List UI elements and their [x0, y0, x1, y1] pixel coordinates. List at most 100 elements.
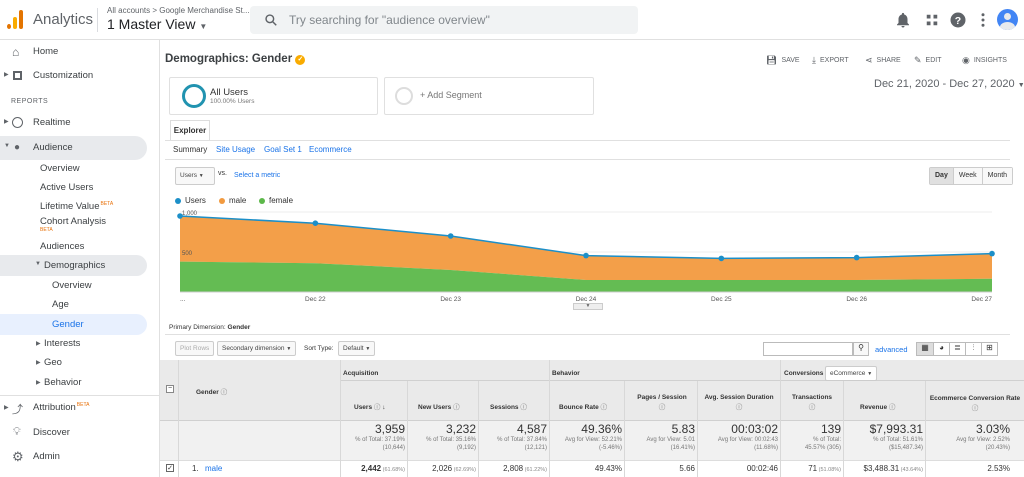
expand-arrow-icon: ▶	[4, 405, 9, 411]
sidebar-item-label: Realtime	[33, 117, 71, 128]
subtab-summary[interactable]: Summary	[173, 145, 208, 154]
header-transactions[interactable]: Transactions ⓘ	[787, 394, 837, 411]
header-users[interactable]: Users ⓘ ↓	[354, 401, 385, 411]
add-segment-button[interactable]: + Add Segment	[384, 77, 594, 115]
lightbulb-icon: 💡︎	[13, 426, 21, 438]
sidebar-item-customization[interactable]: ▶ Customization	[0, 65, 160, 87]
week-button[interactable]: Week	[952, 168, 982, 184]
sidebar-item-audience-overview[interactable]: Overview	[0, 158, 150, 180]
sidebar-item-audiences[interactable]: Audiences	[0, 236, 150, 258]
header-avg-session-duration[interactable]: Avg. Session Duration ⓘ	[702, 394, 776, 411]
sidebar-item-label: Home	[33, 46, 59, 57]
sidebar-item-admin[interactable]: ⚙ Admin	[0, 446, 160, 468]
page-title: Demographics: Gender ✓	[165, 53, 306, 65]
header-sessions[interactable]: Sessions ⓘ	[490, 401, 527, 411]
day-button[interactable]: Day	[930, 168, 953, 184]
sidebar-item-discover[interactable]: 💡︎ Discover	[0, 422, 160, 444]
select-metric-link[interactable]: Select a metric	[234, 172, 281, 179]
sidebar-item-active-users[interactable]: Active Users	[0, 177, 150, 199]
comparison-view-icon[interactable]: ⫶	[965, 343, 981, 355]
sidebar-item-lifetime-value[interactable]: Lifetime ValueBETA	[0, 196, 150, 218]
header-revenue[interactable]: Revenue ⓘ	[860, 401, 895, 411]
sidebar-item-gender[interactable]: Gender	[0, 314, 147, 335]
table-search-icon[interactable]: ⚲	[853, 342, 869, 356]
sidebar-item-geo[interactable]: ▶ Geo	[0, 352, 150, 374]
insights-button[interactable]: ◉ INSIGHTS	[962, 55, 1007, 66]
view-selector[interactable]: 1 Master View ▼	[107, 16, 207, 32]
save-button[interactable]: 💾︎ SAVE	[766, 55, 800, 66]
home-icon: ⌂	[12, 45, 20, 59]
sidebar-item-cohort-analysis[interactable]: Cohort Analysis BETA	[0, 213, 150, 237]
collapse-arrow-icon: ▼	[4, 143, 10, 149]
header-bounce-rate[interactable]: Bounce Rate ⓘ	[559, 401, 607, 411]
primary-dimension: Primary Dimension: Gender	[169, 324, 250, 331]
pie-view-icon[interactable]: ◕	[933, 343, 949, 355]
row-checkbox[interactable]: ✓	[166, 464, 174, 472]
sidebar-item-label: Interests	[44, 338, 81, 349]
expand-arrow-icon: ▶	[36, 380, 41, 386]
sidebar-item-demographics-overview[interactable]: Overview	[0, 275, 150, 297]
date-range-picker[interactable]: Dec 21, 2020 - Dec 27, 2020 ▼	[874, 78, 1024, 90]
export-button[interactable]: ⤓ EXPORT	[812, 55, 849, 66]
edit-button[interactable]: ✎ EDIT	[914, 55, 942, 66]
header-ecommerce-conversion-rate[interactable]: Ecommerce Conversion Rate ⓘ	[928, 394, 1022, 414]
header-new-users[interactable]: New Users ⓘ	[418, 401, 460, 411]
sidebar-item-audience[interactable]: ▼ ● Audience	[0, 136, 147, 160]
total-subtext: ($15,487.34)	[888, 445, 923, 451]
table-search-input[interactable]	[763, 342, 853, 356]
tab-explorer[interactable]: Explorer	[170, 120, 210, 140]
secondary-dimension-select[interactable]: Secondary dimension ▼	[217, 341, 297, 356]
chart-resize-handle[interactable]: ▼	[573, 303, 603, 310]
advanced-filter-link[interactable]: advanced	[875, 345, 908, 354]
sidebar-item-label: Active Users	[40, 182, 94, 193]
subtab-goal-set-1[interactable]: Goal Set 1	[264, 145, 302, 154]
more-vert-icon[interactable]	[974, 11, 992, 29]
sidebar-item-home[interactable]: ⌂ Home	[0, 41, 160, 63]
sort-type-value: Default	[343, 345, 364, 352]
legend-swatch	[219, 197, 225, 204]
analytics-logo-icon[interactable]	[7, 9, 23, 29]
row-dimension-link[interactable]: male	[205, 464, 223, 473]
sidebar-item-label: Overview	[40, 163, 80, 174]
sidebar-item-realtime[interactable]: ▶ Realtime	[0, 112, 160, 134]
subtab-site-usage[interactable]: Site Usage	[216, 145, 256, 154]
segment-name: All Users	[210, 87, 249, 98]
metric-select[interactable]: Users ▼	[175, 167, 215, 185]
share-icon: ⋖	[865, 55, 873, 65]
header-label: Ecommerce Conversion Rate	[929, 395, 1021, 402]
secondary-dimension-label: Secondary dimension	[222, 345, 285, 352]
area-chart: 1,000 500... Dec 22 Dec 23 Dec 24 Dec 25 Dec 2…	[177, 211, 995, 303]
sidebar-item-demographics[interactable]: ▼ Demographics	[0, 255, 147, 276]
pivot-view-icon[interactable]: ⊞	[981, 343, 997, 355]
sidebar-item-label: Demographics	[44, 260, 106, 271]
select-all-checkbox[interactable]: −	[166, 385, 174, 393]
segment-all-users[interactable]: All Users 100.00% Users	[169, 77, 378, 115]
header-pages-per-session[interactable]: Pages / Session ⓘ	[637, 394, 687, 411]
sidebar-item-attribution[interactable]: ▶ ⤴ AttributionBETA	[0, 397, 160, 419]
month-button[interactable]: Month	[981, 168, 1013, 184]
subtab-ecommerce[interactable]: Ecommerce	[309, 145, 352, 154]
sidebar-item-age[interactable]: Age	[0, 294, 150, 316]
conversions-select[interactable]: eCommerce ▼	[825, 366, 878, 381]
header-label: Pages / Session	[637, 394, 687, 401]
help-icon[interactable]: ?	[949, 11, 967, 29]
search-bar[interactable]: Try searching for "audience overview"	[250, 6, 638, 34]
row-value: $3,488.31 (43.64%)	[863, 464, 923, 473]
sidebar-item-interests[interactable]: ▶ Interests	[0, 333, 150, 355]
performance-view-icon[interactable]: ≣	[949, 343, 965, 355]
share-button[interactable]: ⋖ SHARE	[865, 55, 901, 66]
notifications-bell-icon[interactable]	[894, 11, 912, 29]
search-input[interactable]: Try searching for "audience overview"	[289, 13, 490, 27]
apps-grid-icon[interactable]	[923, 11, 941, 29]
plot-rows-button[interactable]: Plot Rows	[175, 341, 215, 356]
sort-type-select[interactable]: Default ▼	[338, 341, 376, 356]
table-view-icon[interactable]: ▦	[917, 343, 933, 355]
primary-dimension-value[interactable]: Gender	[227, 324, 251, 331]
sidebar-item-behavior[interactable]: ▶ Behavior	[0, 372, 150, 394]
account-breadcrumb[interactable]: All accounts > Google Merchandise St...	[107, 6, 250, 15]
avatar[interactable]	[997, 9, 1018, 30]
dashboard-icon	[13, 71, 22, 80]
metric-select-value: Users	[180, 172, 197, 179]
total-subtext: 45.57% (305)	[804, 445, 841, 451]
gender-column-header[interactable]: Gender ⓘ	[196, 386, 227, 396]
